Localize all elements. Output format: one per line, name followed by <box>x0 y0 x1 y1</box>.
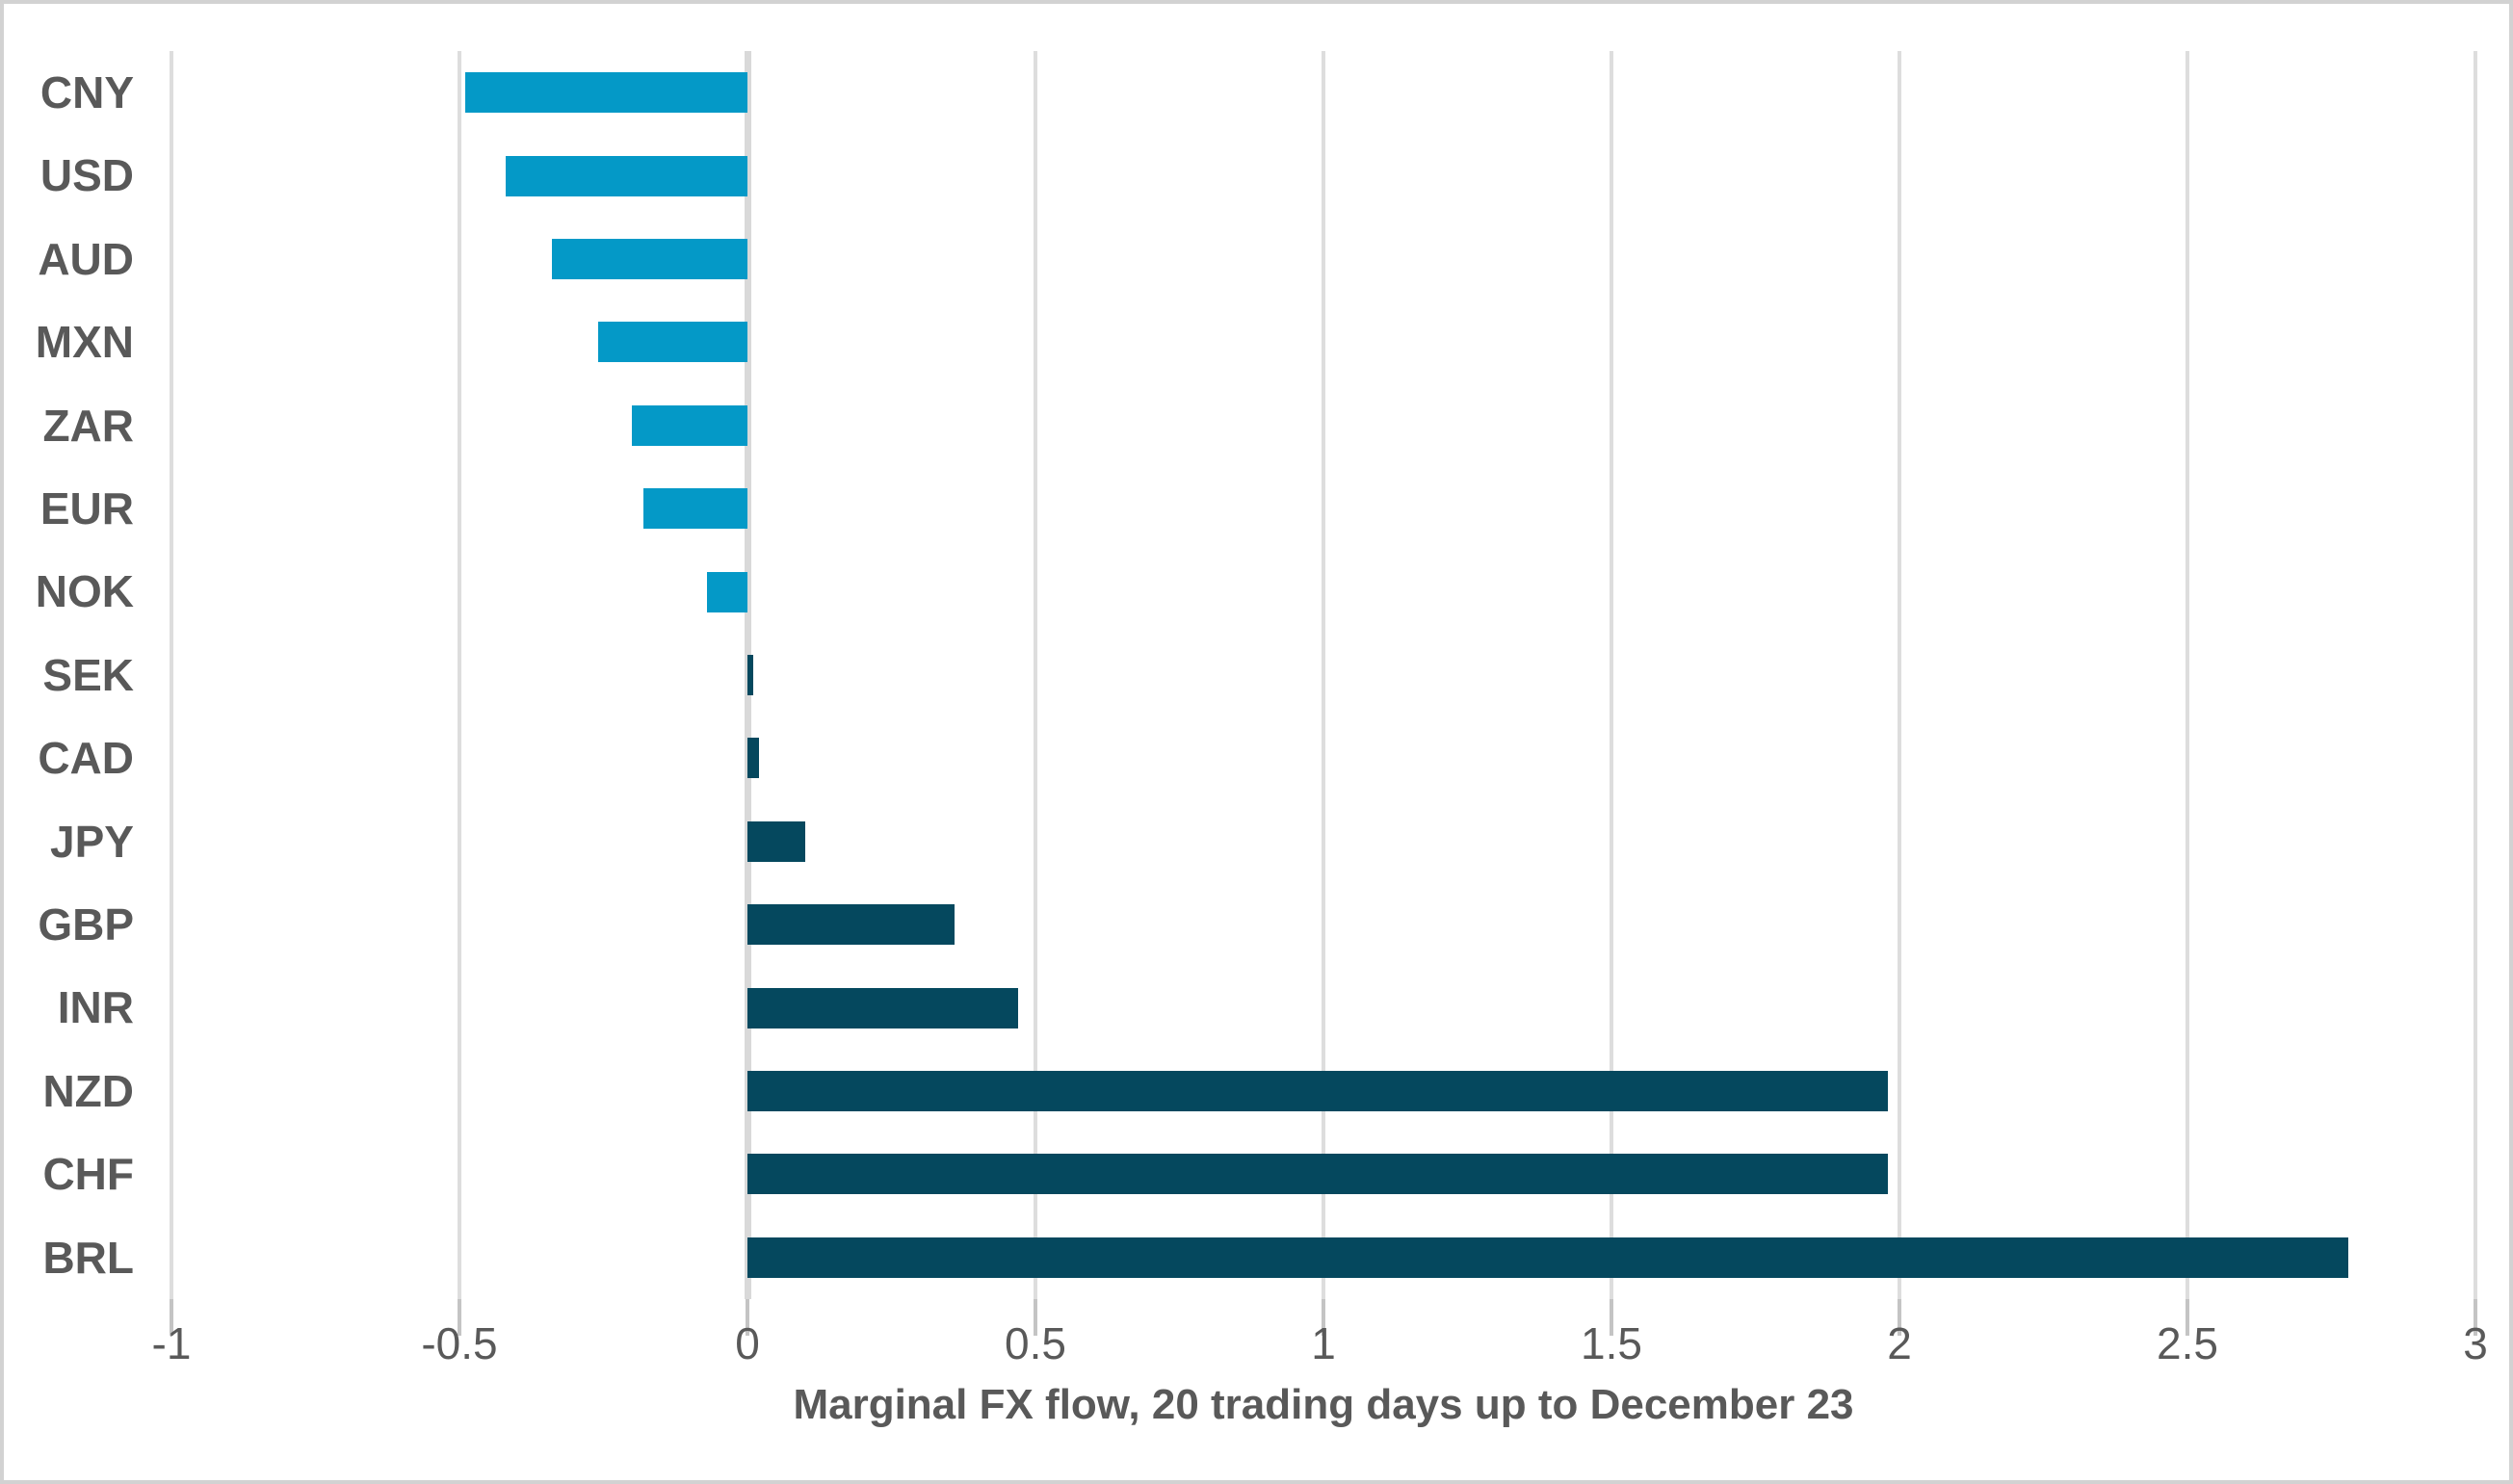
category-label-aud: AUD <box>38 233 134 284</box>
bar-aud <box>551 239 747 279</box>
category-label-cad: CAD <box>38 733 134 784</box>
gridline <box>2474 51 2477 1299</box>
bar-gbp <box>747 904 955 946</box>
bar-cny <box>464 72 747 114</box>
x-axis-tick <box>746 1299 749 1336</box>
bar-cad <box>747 738 759 779</box>
bar-nok <box>707 571 747 612</box>
bar-inr <box>747 987 1019 1028</box>
bar-zar <box>632 404 747 446</box>
x-axis-tick <box>458 1299 461 1336</box>
bar-eur <box>643 488 747 530</box>
x-axis-title: Marginal FX flow, 20 trading days up to … <box>793 1381 1854 1428</box>
category-label-usd: USD <box>39 150 134 201</box>
x-tick-label: 0.5 <box>1005 1318 1066 1368</box>
category-label-gbp: GBP <box>38 899 134 950</box>
x-tick-label: 0 <box>735 1318 760 1368</box>
bar-mxn <box>597 322 747 363</box>
x-tick-label: 2.5 <box>2157 1318 2218 1368</box>
category-label-mxn: MXN <box>35 317 134 368</box>
bar-nzd <box>747 1071 1889 1111</box>
category-label-brl: BRL <box>42 1232 134 1283</box>
x-axis-tick <box>1898 1299 1901 1336</box>
category-label-jpy: JPY <box>50 816 134 867</box>
category-label-zar: ZAR <box>42 400 134 451</box>
category-label-nok: NOK <box>35 566 134 617</box>
x-axis-tick <box>1322 1299 1325 1336</box>
gridline <box>1898 51 1901 1299</box>
category-label-cny: CNY <box>39 67 134 117</box>
bar-brl <box>747 1237 2349 1278</box>
x-axis-tick <box>1610 1299 1613 1336</box>
gridline <box>1322 51 1325 1299</box>
x-axis-tick <box>1034 1299 1037 1336</box>
gridline <box>170 51 173 1299</box>
category-label-inr: INR <box>57 982 134 1033</box>
x-axis-tick <box>2474 1299 2477 1336</box>
category-label-eur: EUR <box>39 483 134 534</box>
x-axis-tick <box>170 1299 173 1336</box>
bar-sek <box>747 655 753 695</box>
gridline <box>458 51 461 1299</box>
category-label-sek: SEK <box>42 649 134 700</box>
bar-chf <box>747 1154 1889 1195</box>
x-tick-label: 1.5 <box>1581 1318 1642 1368</box>
category-label-chf: CHF <box>42 1149 134 1200</box>
x-tick-label: -0.5 <box>421 1318 498 1368</box>
x-tick-label: -1 <box>151 1318 192 1368</box>
x-tick-label: 1 <box>1311 1318 1336 1368</box>
gridline <box>1034 51 1037 1299</box>
category-label-nzd: NZD <box>42 1065 134 1116</box>
x-tick-label: 3 <box>2463 1318 2488 1368</box>
plot-area: -1 -0.5 0 0.5 1 1.5 2 2.5 3 CNY USD AUD MXN ZAR EUR NOK… <box>4 4 2509 1480</box>
x-tick-label: 2 <box>1887 1318 1912 1368</box>
x-axis-tick <box>2186 1299 2189 1336</box>
gridline <box>1610 51 1613 1299</box>
gridline <box>2186 51 2189 1299</box>
bar-jpy <box>747 820 805 862</box>
bar-usd <box>505 155 747 196</box>
